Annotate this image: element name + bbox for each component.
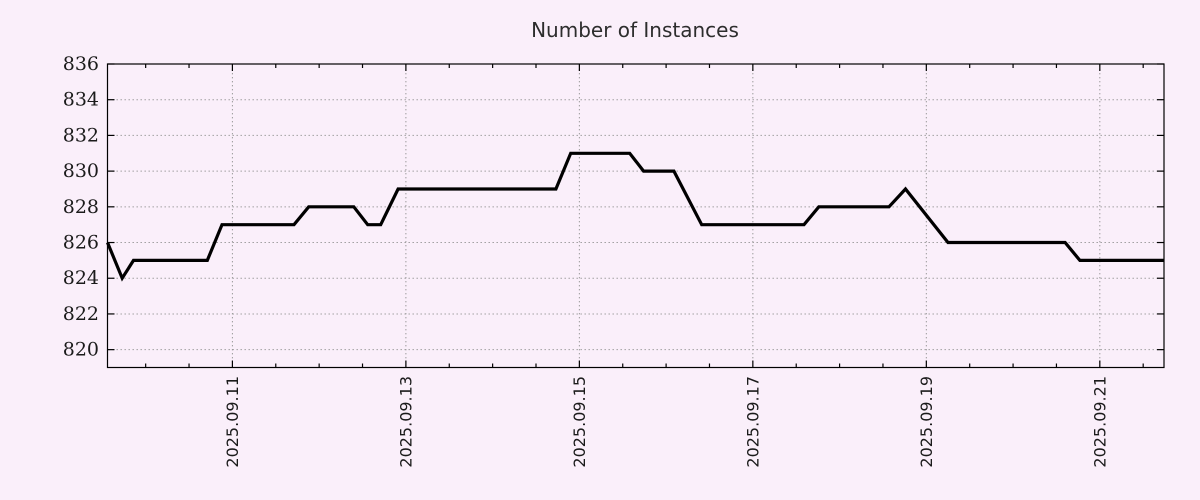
x-tick-label: 2025.09.13 xyxy=(396,376,415,468)
series-line-instances xyxy=(106,151,1164,282)
y-tick-label: 822 xyxy=(63,303,99,325)
y-tick-label: 826 xyxy=(63,232,99,254)
chart-title: Number of Instances xyxy=(531,18,739,42)
y-tick-label: 820 xyxy=(63,339,99,361)
y-tick-label: 836 xyxy=(63,53,99,75)
y-tick-label: 830 xyxy=(63,160,99,182)
x-tick-label: 2025.09.19 xyxy=(917,376,936,468)
y-tick-label: 834 xyxy=(63,89,99,111)
y-tick-label: 824 xyxy=(63,267,99,289)
x-tick-label: 2025.09.15 xyxy=(570,376,589,468)
x-tick-label: 2025.09.17 xyxy=(743,376,762,468)
y-tick-label: 828 xyxy=(63,196,99,218)
x-tick-label: 2025.09.11 xyxy=(223,376,242,468)
y-tick-label: 832 xyxy=(63,124,99,146)
x-tick-label: 2025.09.21 xyxy=(1090,376,1109,468)
plot-border xyxy=(106,63,1165,369)
